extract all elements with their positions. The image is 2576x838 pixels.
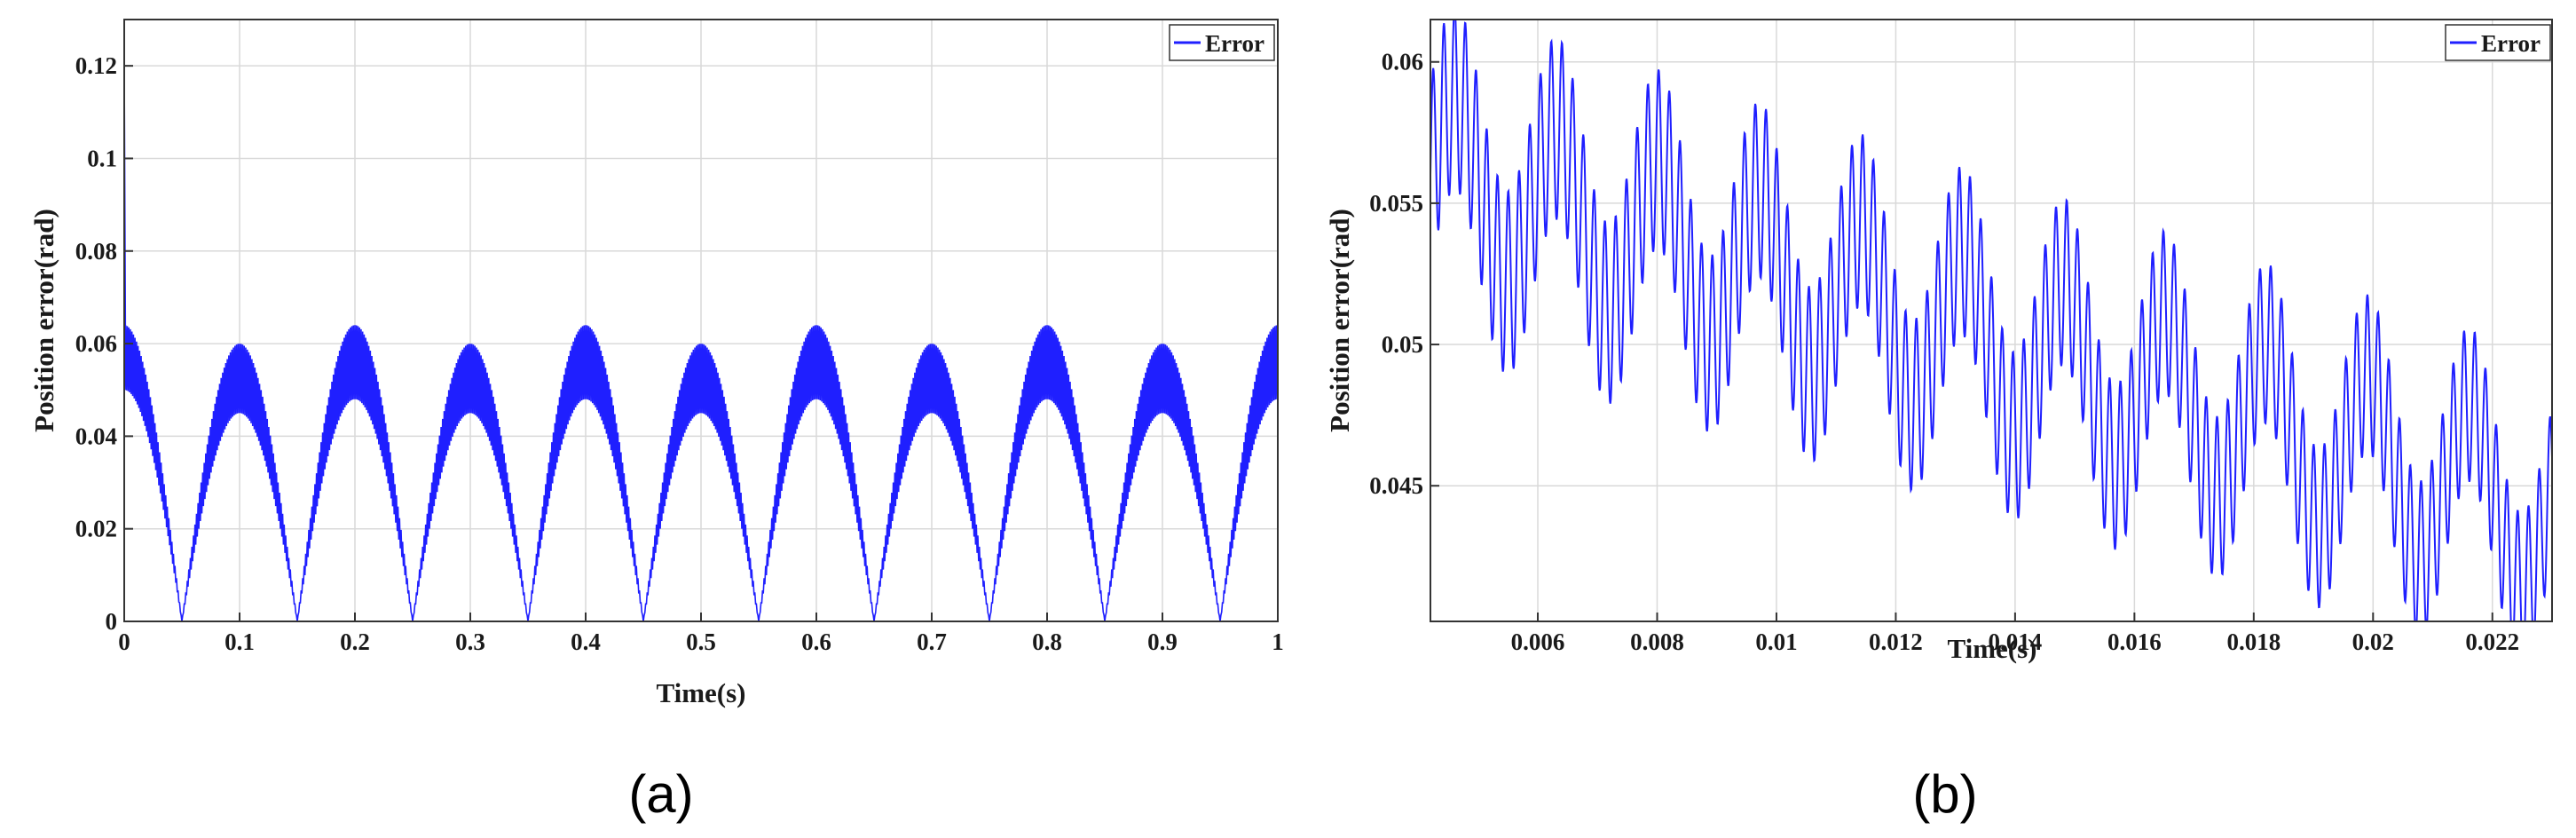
panel-b-y-tick-label: 0.045	[1369, 472, 1423, 499]
panel-a-x-tick-label: 0.3	[455, 628, 485, 655]
panel-b-x-tick-label: 0.022	[2465, 628, 2519, 655]
panel-a-y-tick-label: 0.04	[75, 423, 117, 449]
panel-b-chart: 0.006 0.008 0.01 0.012 0.014 0.016 0.018 0.02 0.…	[1324, 19, 2553, 824]
panel-a-y-tick-label: 0.06	[75, 330, 117, 357]
panel-a-y-tick-label: 0.08	[75, 238, 117, 265]
panel-a-x-tick-label: 0.9	[1147, 628, 1178, 655]
panel-b-x-ticks: 0.006 0.008 0.01 0.012 0.014 0.016 0.018 0.02 0.…	[1511, 613, 2519, 655]
panel-b-x-tick-label: 0.012	[1869, 628, 1923, 655]
panel-b-plot-frame	[1430, 19, 2553, 622]
panel-b-x-tick-label: 0.01	[1755, 628, 1797, 655]
panel-b-grid	[1430, 20, 2552, 621]
panel-a-legend-label: Error	[1205, 30, 1264, 57]
panel-a-grid	[123, 20, 1279, 622]
panel-b-x-tick-label: 0.016	[2107, 628, 2162, 655]
panel-a-legend: Error	[1169, 24, 1275, 61]
panel-b-legend: Error	[2445, 24, 2551, 61]
panel-a-x-tick-label: 0	[118, 628, 130, 655]
panel-a-y-axis-label: Position error(rad)	[28, 209, 59, 432]
panel-a-x-tick-label: 0.6	[801, 628, 831, 655]
panel-b-error-series	[1430, 20, 2552, 621]
panel-a-x-tick-label: 1	[1272, 628, 1284, 655]
panel-a-y-tick-label: 0.12	[75, 52, 117, 79]
panel-a-error-series	[123, 60, 1279, 622]
panel-a-x-ticks: 0 0.1 0.2 0.3 0.4 0.5 0.6 0.7 0.8 0.9 1	[118, 613, 1284, 655]
panel-b-x-tick-label: 0.014	[1989, 628, 2043, 655]
panel-b-legend-label: Error	[2481, 30, 2541, 57]
panel-b-label: (b)	[1912, 764, 1977, 824]
panel-a-y-tick-label: 0.1	[87, 145, 117, 171]
panel-b-x-axis-label: Time(s)	[1947, 633, 2036, 664]
panel-a-x-axis-label: Time(s)	[656, 677, 745, 708]
panel-a-x-tick-label: 0.4	[571, 628, 601, 655]
panel-a-x-tick-label: 0.2	[340, 628, 370, 655]
panel-a-y-tick-label: 0	[106, 608, 118, 635]
panel-b-x-tick-label: 0.008	[1630, 628, 1684, 655]
panel-b-y-axis-label: Position error(rad)	[1324, 209, 1355, 432]
panel-a-label: (a)	[628, 764, 693, 824]
panel-a-chart: 0 0.1 0.2 0.3 0.4 0.5 0.6 0.7 0.8 0.9 1 00.020.040…	[28, 19, 1284, 824]
panel-a-x-tick-label: 0.7	[917, 628, 947, 655]
panel-a-x-tick-label: 0.1	[225, 628, 255, 655]
panel-b-y-tick-label: 0.06	[1382, 49, 1423, 75]
panel-b-x-tick-label: 0.018	[2226, 628, 2281, 655]
panel-b-x-tick-label: 0.02	[2352, 628, 2394, 655]
panel-b-y-tick-label: 0.055	[1369, 190, 1423, 217]
panel-a-x-tick-label: 0.8	[1032, 628, 1062, 655]
panel-b-y-tick-label: 0.05	[1382, 331, 1423, 358]
panel-a-y-tick-label: 0.02	[75, 516, 117, 542]
panel-b-x-tick-label: 0.006	[1511, 628, 1565, 655]
panel-a-x-tick-label: 0.5	[686, 628, 716, 655]
panel-a-y-ticks: 0 0.02 0.04 0.06 0.08 0.1 0.12	[75, 52, 133, 635]
panel-b-y-ticks: 0.045 0.05 0.055 0.06	[1369, 49, 1439, 499]
